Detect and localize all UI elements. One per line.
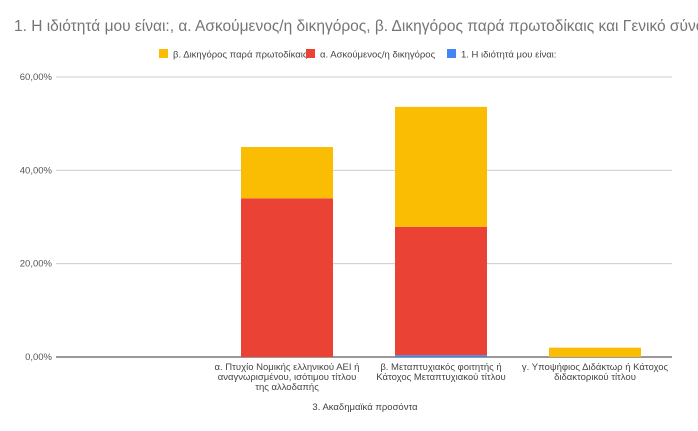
x-category-label: α. Πτυχίο Νομικής ελληνικού ΑΕΙ ή bbox=[215, 362, 360, 373]
legend-label: 1. Η ιδιότητά μου είναι: bbox=[461, 50, 556, 61]
bar-segment bbox=[395, 226, 487, 356]
x-axis-title: 3. Ακαδημαϊκά προσόντα bbox=[312, 402, 418, 413]
chart-legend: β. Δικηγόρος παρά πρωτοδίκαις α. Ασκούμεν… bbox=[159, 49, 556, 61]
legend-swatch bbox=[306, 49, 315, 58]
x-category-label: διδακτορικού τίτλου bbox=[554, 372, 636, 383]
bars bbox=[241, 106, 641, 357]
x-category-label: της αλλοδαπής bbox=[255, 382, 319, 393]
y-tick-label: 40,00% bbox=[20, 165, 53, 176]
x-category-label: β. Μεταπτυχιακός φοιτητής ή bbox=[380, 362, 501, 373]
bar-segment bbox=[395, 106, 487, 227]
legend-swatch bbox=[159, 49, 168, 58]
bar-segment bbox=[241, 198, 333, 357]
x-axis-category-labels: α. Πτυχίο Νομικής ελληνικού ΑΕΙ ήαναγνωρ… bbox=[215, 362, 669, 393]
bar-segment bbox=[395, 355, 487, 357]
y-axis-ticks: 0,00% 20,00% 40,00% 60,00% bbox=[20, 72, 53, 363]
legend-label: α. Ασκούμενος/η δικηγόρος bbox=[320, 50, 436, 61]
y-tick-label: 20,00% bbox=[20, 259, 53, 270]
y-tick-label: 0,00% bbox=[25, 352, 52, 363]
gridlines bbox=[56, 76, 672, 358]
bar-segment bbox=[241, 147, 333, 199]
bar-segment bbox=[549, 347, 641, 357]
chart-title: 1. Η ιδιότητά μου είναι:, α. Ασκούμενος/… bbox=[14, 18, 698, 35]
y-tick-label: 60,00% bbox=[20, 72, 53, 83]
x-category-label: αναγνωρισμένου, ισότιμου τίτλου bbox=[218, 372, 357, 383]
x-category-label: γ. Υποψήφιος Διδάκτωρ ή Κάτοχος bbox=[522, 362, 669, 373]
x-category-label: Κάτοχος Μεταπτυχιακού τίτλου bbox=[376, 372, 505, 383]
legend-swatch bbox=[447, 49, 456, 58]
legend-label: β. Δικηγόρος παρά πρωτοδίκαις bbox=[173, 50, 308, 61]
